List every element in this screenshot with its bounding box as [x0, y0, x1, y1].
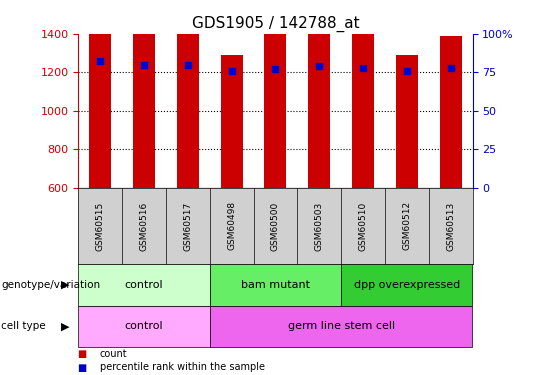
Text: control: control	[125, 280, 163, 290]
Bar	[341, 264, 472, 306]
Text: GSM60503: GSM60503	[315, 201, 323, 250]
Point	[446, 64, 455, 70]
Bar	[78, 306, 210, 347]
Text: GSM60517: GSM60517	[183, 201, 192, 250]
Bar	[352, 145, 374, 303]
Text: genotype/variation: genotype/variation	[1, 280, 100, 290]
Text: control: control	[125, 321, 163, 331]
Bar	[308, 0, 330, 188]
Text: ▶: ▶	[60, 321, 69, 331]
Point	[140, 62, 149, 68]
Point	[402, 68, 411, 74]
Text: GSM60516: GSM60516	[139, 201, 148, 250]
Bar	[396, 55, 418, 188]
Bar	[265, 140, 286, 303]
Text: dpp overexpressed: dpp overexpressed	[354, 280, 460, 290]
Bar	[221, 55, 242, 188]
Bar	[89, 38, 111, 303]
Bar	[210, 306, 472, 347]
Bar	[89, 0, 111, 188]
Bar	[308, 114, 330, 303]
Text: ■: ■	[78, 363, 91, 372]
Point	[271, 66, 280, 72]
Bar	[78, 264, 210, 306]
Bar	[177, 0, 199, 188]
Point	[359, 64, 367, 70]
Text: percentile rank within the sample: percentile rank within the sample	[100, 363, 265, 372]
Bar	[177, 90, 199, 303]
Bar	[210, 264, 341, 306]
Point	[227, 68, 236, 74]
Point	[96, 58, 105, 64]
Text: GSM60513: GSM60513	[446, 201, 455, 250]
Text: count: count	[100, 350, 127, 359]
Text: ■: ■	[78, 350, 91, 359]
Bar	[440, 151, 462, 303]
Bar	[133, 0, 155, 188]
Bar	[221, 170, 242, 303]
Point	[184, 62, 192, 68]
Bar	[440, 36, 462, 188]
Bar	[133, 98, 155, 303]
Bar	[265, 25, 286, 188]
Text: bam mutant: bam mutant	[241, 280, 310, 290]
Text: germ line stem cell: germ line stem cell	[287, 321, 395, 331]
Bar	[396, 170, 418, 303]
Title: GDS1905 / 142788_at: GDS1905 / 142788_at	[192, 16, 359, 32]
Point	[315, 63, 323, 69]
Text: GSM60510: GSM60510	[359, 201, 368, 250]
Text: cell type: cell type	[1, 321, 46, 331]
Text: GSM60512: GSM60512	[402, 201, 411, 250]
Text: ▶: ▶	[60, 280, 69, 290]
Text: GSM60500: GSM60500	[271, 201, 280, 250]
Text: GSM60498: GSM60498	[227, 201, 236, 250]
Bar	[352, 30, 374, 188]
Text: GSM60515: GSM60515	[96, 201, 105, 250]
